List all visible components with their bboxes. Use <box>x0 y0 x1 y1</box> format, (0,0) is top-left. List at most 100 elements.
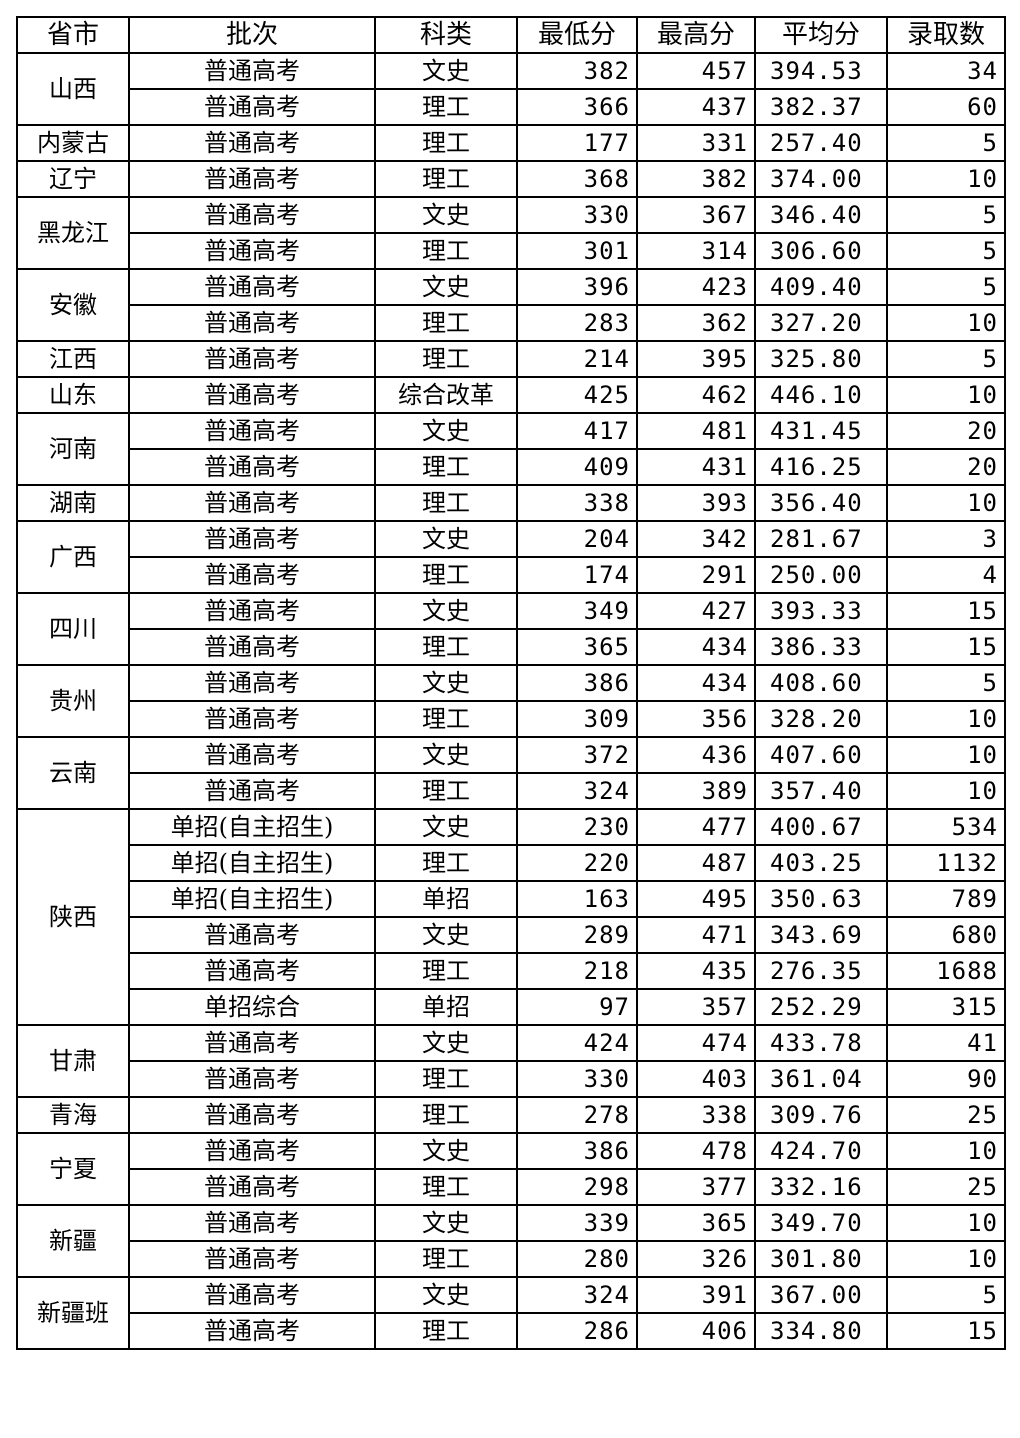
batch-cell: 普通高考 <box>128 52 376 90</box>
admitted-count-cell: 15 <box>886 1312 1006 1350</box>
category-cell: 理工 <box>374 232 518 270</box>
province-cell: 宁夏 <box>16 1132 130 1206</box>
batch-cell: 单招综合 <box>128 988 376 1026</box>
max-score-cell: 391 <box>636 1276 756 1314</box>
province-cell: 新疆班 <box>16 1276 130 1350</box>
batch-cell: 普通高考 <box>128 1276 376 1314</box>
province-cell: 新疆 <box>16 1204 130 1278</box>
min-score-cell: 365 <box>516 628 638 666</box>
avg-score-cell: 403.25 <box>754 844 888 882</box>
max-score-cell: 406 <box>636 1312 756 1350</box>
table-row: 四川 普通高考 文史 349 427 393.33 15 <box>16 592 1006 666</box>
province-cell: 黑龙江 <box>16 196 130 270</box>
category-cell: 单招 <box>374 880 518 918</box>
min-score-cell: 425 <box>516 376 638 414</box>
table-row: 普通高考 理工 174 291 250.00 4 <box>17 556 1006 594</box>
admitted-count-cell: 5 <box>886 196 1006 234</box>
max-score-cell: 435 <box>636 952 756 990</box>
min-score-cell: 309 <box>516 700 638 738</box>
avg-score-cell: 433.78 <box>754 1024 888 1062</box>
category-cell: 理工 <box>374 556 518 594</box>
batch-cell: 普通高考 <box>128 376 376 414</box>
max-score-cell: 357 <box>636 988 756 1026</box>
min-score-cell: 301 <box>516 232 638 270</box>
batch-cell: 普通高考 <box>128 196 376 234</box>
admitted-count-cell: 34 <box>886 52 1006 90</box>
category-cell: 文史 <box>374 196 518 234</box>
admitted-count-cell: 10 <box>886 700 1006 738</box>
max-score-cell: 434 <box>636 664 756 702</box>
max-score-cell: 478 <box>636 1132 756 1170</box>
batch-cell: 单招(自主招生) <box>128 808 376 846</box>
max-score-cell: 356 <box>636 700 756 738</box>
table-row: 普通高考 理工 324 389 357.40 10 <box>17 772 1006 810</box>
batch-cell: 普通高考 <box>128 592 376 630</box>
table-row: 普通高考 理工 330 403 361.04 90 <box>17 1060 1006 1098</box>
batch-cell: 普通高考 <box>128 304 376 342</box>
admitted-count-cell: 4 <box>886 556 1006 594</box>
avg-score-cell: 346.40 <box>754 196 888 234</box>
table-row: 普通高考 理工 298 377 332.16 25 <box>17 1168 1006 1206</box>
max-score-cell: 462 <box>636 376 756 414</box>
max-score-cell: 326 <box>636 1240 756 1278</box>
max-score-cell: 393 <box>636 484 756 522</box>
avg-score-cell: 332.16 <box>754 1168 888 1206</box>
category-cell: 理工 <box>374 304 518 342</box>
min-score-cell: 289 <box>516 916 638 954</box>
table-row: 新疆班 普通高考 文史 324 391 367.00 5 <box>16 1276 1006 1350</box>
avg-score-cell: 386.33 <box>754 628 888 666</box>
max-score-cell: 362 <box>636 304 756 342</box>
admitted-count-cell: 1132 <box>886 844 1006 882</box>
avg-score-cell: 309.76 <box>754 1096 888 1134</box>
table-row: 广西 普通高考 文史 204 342 281.67 3 <box>16 520 1006 594</box>
avg-score-cell: 250.00 <box>754 556 888 594</box>
min-score-cell: 177 <box>516 124 638 162</box>
avg-score-cell: 325.80 <box>754 340 888 378</box>
table-row: 普通高考 文史 289 471 343.69 680 <box>17 916 1006 954</box>
category-cell: 理工 <box>374 448 518 486</box>
batch-cell: 普通高考 <box>128 1168 376 1206</box>
batch-cell: 普通高考 <box>128 1024 376 1062</box>
batch-cell: 普通高考 <box>128 1096 376 1134</box>
table-row: 安徽 普通高考 文史 396 423 409.40 5 <box>16 268 1006 342</box>
table-row: 普通高考 理工 365 434 386.33 15 <box>17 628 1006 666</box>
min-score-cell: 163 <box>516 880 638 918</box>
category-cell: 理工 <box>374 88 518 126</box>
table-row: 山东 普通高考 综合改革 425 462 446.10 10 <box>16 376 1006 414</box>
max-score-cell: 495 <box>636 880 756 918</box>
min-score-cell: 283 <box>516 304 638 342</box>
admission-scores-table: 省市 批次 科类 最低分 最高分 平均分 录取数 山西 普通高考 文史 382 457 394.53 3… <box>16 16 1006 1350</box>
max-score-cell: 457 <box>636 52 756 90</box>
batch-cell: 普通高考 <box>128 664 376 702</box>
min-score-cell: 324 <box>516 772 638 810</box>
province-cell: 江西 <box>16 340 130 378</box>
province-cell: 辽宁 <box>16 160 130 198</box>
max-score-cell: 291 <box>636 556 756 594</box>
category-cell: 理工 <box>374 160 518 198</box>
avg-score-cell: 301.80 <box>754 1240 888 1278</box>
admitted-count-cell: 5 <box>886 124 1006 162</box>
table-row: 辽宁 普通高考 理工 368 382 374.00 10 <box>16 160 1006 198</box>
table-row: 江西 普通高考 理工 214 395 325.80 5 <box>16 340 1006 378</box>
table-row: 宁夏 普通高考 文史 386 478 424.70 10 <box>16 1132 1006 1206</box>
admitted-count-cell: 10 <box>886 484 1006 522</box>
avg-score-cell: 400.67 <box>754 808 888 846</box>
batch-cell: 普通高考 <box>128 628 376 666</box>
category-cell: 综合改革 <box>374 376 518 414</box>
province-cell: 广西 <box>16 520 130 594</box>
category-cell: 理工 <box>374 952 518 990</box>
category-cell: 文史 <box>374 412 518 450</box>
admitted-count-cell: 10 <box>886 304 1006 342</box>
avg-score-cell: 343.69 <box>754 916 888 954</box>
batch-cell: 普通高考 <box>128 232 376 270</box>
category-cell: 文史 <box>374 520 518 558</box>
min-score-cell: 424 <box>516 1024 638 1062</box>
province-cell: 河南 <box>16 412 130 486</box>
min-score-cell: 330 <box>516 196 638 234</box>
max-score-cell: 477 <box>636 808 756 846</box>
header-row: 省市 批次 科类 最低分 最高分 平均分 录取数 <box>16 16 1006 54</box>
admitted-count-cell: 25 <box>886 1096 1006 1134</box>
table-row: 普通高考 理工 309 356 328.20 10 <box>17 700 1006 738</box>
min-score-cell: 349 <box>516 592 638 630</box>
province-cell: 青海 <box>16 1096 130 1134</box>
